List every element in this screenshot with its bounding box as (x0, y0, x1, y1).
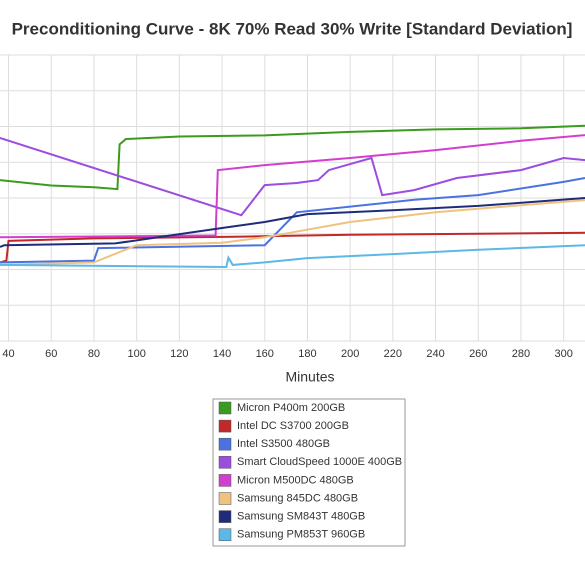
x-tick-label: 200 (341, 348, 359, 360)
legend-swatch (218, 510, 232, 523)
x-tick-label: 280 (512, 348, 530, 360)
legend-swatch (218, 528, 232, 541)
x-tick-label: 120 (170, 348, 188, 360)
series-line (0, 244, 585, 269)
x-tick-label: 80 (88, 348, 100, 360)
x-tick-label: 40 (2, 348, 14, 360)
x-tick-label: 240 (426, 348, 444, 360)
legend-swatch (218, 492, 232, 505)
chart-title: Preconditioning Curve - 8K 70% Read 30% … (12, 19, 573, 38)
legend-label: Micron P400m 200GB (237, 402, 345, 414)
x-axis-label: Minutes (285, 369, 334, 385)
legend-label: Intel S3500 480GB (237, 438, 330, 450)
series-line (0, 177, 585, 264)
legend-swatch (218, 456, 232, 469)
series-line (0, 199, 585, 266)
x-tick-label: 140 (213, 348, 231, 360)
legend-swatch (218, 474, 232, 487)
x-tick-label: 60 (45, 348, 57, 360)
legend-swatch (218, 419, 232, 433)
legend-label: Samsung SM843T 480GB (237, 511, 365, 523)
series-line (0, 197, 585, 248)
legend-label: Samsung PM853T 960GB (237, 529, 365, 541)
x-tick-label: 260 (469, 348, 487, 360)
x-tick-label: 300 (554, 348, 572, 360)
legend-swatch (218, 437, 232, 451)
x-tick-label: 160 (256, 348, 274, 360)
series-line (0, 134, 585, 239)
legend-swatch (218, 401, 232, 415)
x-tick-label: 100 (127, 348, 145, 360)
legend-box (212, 398, 406, 547)
x-tick-label: 220 (384, 348, 402, 360)
series-line (0, 136, 585, 217)
legend-label: Samsung 845DC 480GB (237, 492, 358, 504)
x-tick-label: 180 (298, 348, 316, 360)
legend-label: Smart CloudSpeed 1000E 400GB (237, 456, 402, 468)
legend-label: Intel DC S3700 200GB (237, 420, 349, 432)
series-line (0, 231, 585, 264)
series-line (0, 124, 585, 191)
legend-label: Micron M500DC 480GB (237, 474, 354, 486)
